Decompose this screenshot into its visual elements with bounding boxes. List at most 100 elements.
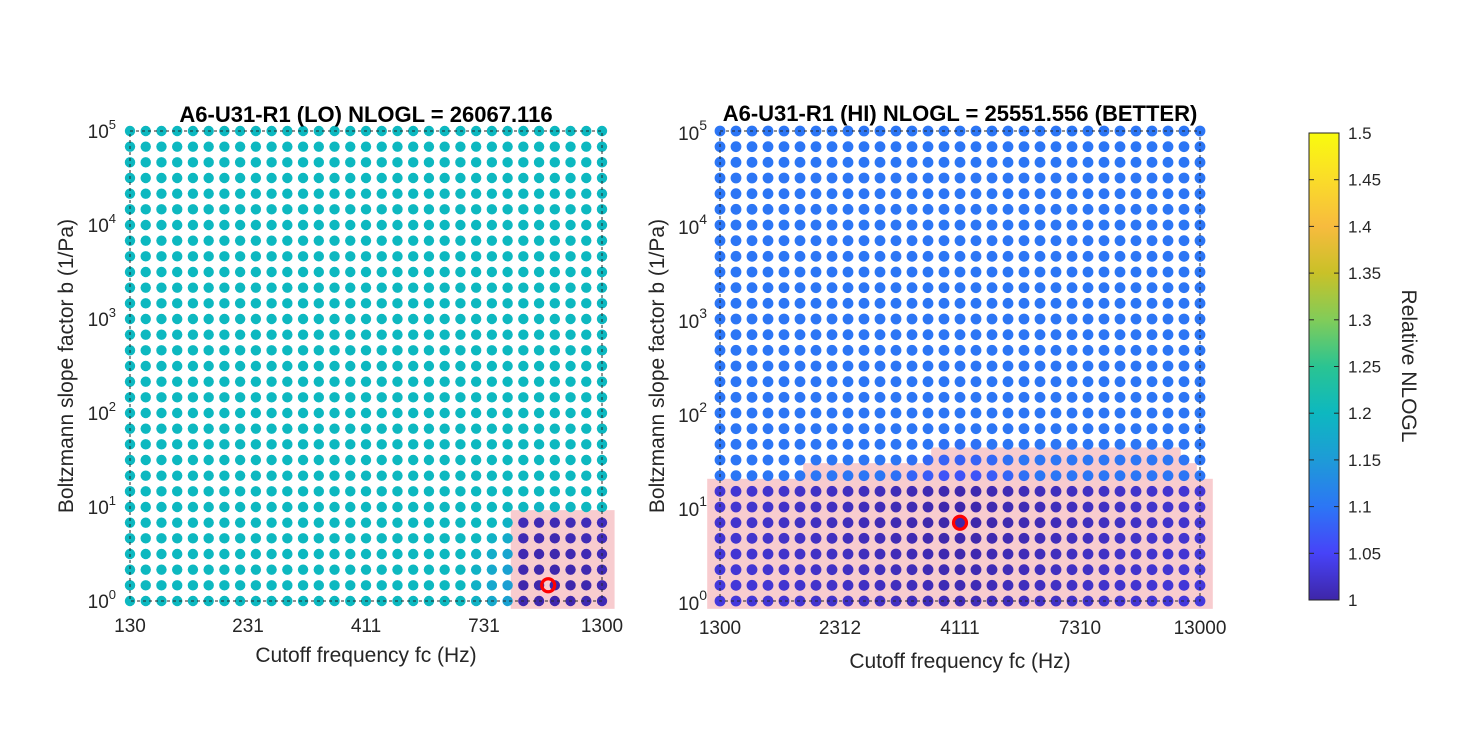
left-grid-point (345, 454, 356, 466)
right-grid-point (1178, 313, 1190, 325)
right-grid-point (730, 423, 742, 435)
right-grid-point (1018, 125, 1030, 137)
right-grid-point (1178, 344, 1190, 356)
left-grid-point (549, 141, 560, 152)
right-grid-point (874, 329, 886, 341)
right-grid-point (922, 454, 934, 466)
left-grid-point (156, 564, 167, 575)
left-grid-point (470, 501, 482, 513)
right-grid-point (810, 235, 822, 247)
right-grid-point (730, 219, 742, 231)
right-grid-point (730, 438, 742, 450)
left-grid-point (596, 360, 608, 372)
left-grid-point (187, 282, 199, 293)
right-grid-point (1114, 595, 1126, 607)
left-grid-point (408, 298, 419, 309)
right-grid-point (1114, 423, 1126, 435)
right-grid-point (922, 423, 934, 435)
right-grid-point (746, 407, 758, 419)
right-grid-point (1018, 423, 1030, 435)
right-grid-point (1002, 564, 1014, 576)
left-grid-point (203, 345, 214, 356)
left-grid-point (140, 172, 151, 184)
left-grid-point (124, 157, 136, 168)
left-grid-point (581, 219, 592, 231)
right-grid-point (1098, 141, 1110, 153)
right-grid-point (890, 297, 902, 309)
right-grid-point (1194, 250, 1206, 262)
left-grid-point (187, 454, 199, 466)
left-grid-point (297, 157, 309, 168)
right-grid-point (1178, 407, 1190, 419)
right-grid-point (1082, 250, 1094, 262)
left-grid-point (329, 454, 340, 466)
right-grid-point (1146, 297, 1158, 309)
left-grid-point (172, 564, 183, 575)
right-grid-point (1082, 485, 1094, 497)
right-grid-point (906, 579, 918, 591)
right-grid-point (762, 391, 774, 403)
left-grid-point (250, 423, 262, 434)
left-grid-point (581, 345, 592, 356)
right-grid-point (810, 344, 822, 356)
right-grid-point (1066, 235, 1078, 247)
right-grid-point (954, 501, 966, 513)
left-grid-point (156, 172, 167, 184)
left-grid-point (203, 533, 214, 544)
left-grid-point (172, 501, 183, 513)
right-xticks: 1300 2312 4111 7310 13000 (699, 618, 1227, 639)
left-grid-point (345, 548, 356, 560)
right-grid-point (1162, 532, 1174, 544)
left-grid-point (313, 329, 324, 340)
left-grid-point (172, 141, 183, 152)
right-grid-point (1162, 172, 1174, 184)
left-grid-point (549, 313, 560, 325)
colorbar-label: Relative NLOGL (1397, 290, 1420, 443)
left-grid-point (313, 423, 324, 434)
left-grid-point (518, 282, 529, 293)
left-grid-point (172, 407, 183, 419)
left-grid-point (565, 580, 576, 591)
left-grid-point (329, 423, 340, 434)
left-grid-point (203, 423, 214, 434)
left-grid-point (565, 548, 576, 560)
right-grid-point (810, 579, 822, 591)
left-grid-point (313, 219, 324, 231)
right-grid-point (1194, 141, 1206, 153)
right-grid-point (954, 282, 966, 294)
right-grid-point (810, 188, 822, 200)
right-grid-point (730, 470, 742, 482)
left-grid-point (518, 219, 529, 231)
right-grid-point (986, 360, 998, 372)
left-grid-point (187, 219, 199, 231)
right-best-marker-layer (951, 514, 969, 531)
left-grid-point (360, 313, 372, 325)
right-grid-point (970, 564, 982, 576)
left-grid-point (518, 470, 529, 481)
left-xtick-label: 231 (232, 616, 264, 637)
colorbar-tick-label: 1.25 (1348, 358, 1381, 377)
right-grid-point (858, 344, 870, 356)
right-xtick-label: 2312 (819, 618, 861, 639)
right-grid-point (970, 203, 982, 215)
left-grid-point (518, 580, 529, 591)
right-grid-point (986, 407, 998, 419)
left-grid-point (502, 376, 513, 387)
left-grid-point (581, 548, 592, 560)
right-grid-point (1098, 188, 1110, 200)
right-grid-point (1066, 313, 1078, 325)
right-grid-point (730, 266, 742, 278)
left-grid-point (219, 266, 230, 278)
right-grid-point (986, 266, 998, 278)
right-grid-point (906, 532, 918, 544)
left-grid-point (439, 454, 450, 466)
left-grid-point (266, 282, 277, 293)
left-grid-point (565, 486, 576, 497)
right-grid-point (874, 266, 886, 278)
right-grid-point (1162, 579, 1174, 591)
left-grid-point (408, 517, 419, 528)
right-grid-point (810, 219, 822, 231)
left-grid-point (392, 360, 403, 372)
left-grid-point (234, 454, 246, 466)
left-grid-point (392, 329, 403, 340)
